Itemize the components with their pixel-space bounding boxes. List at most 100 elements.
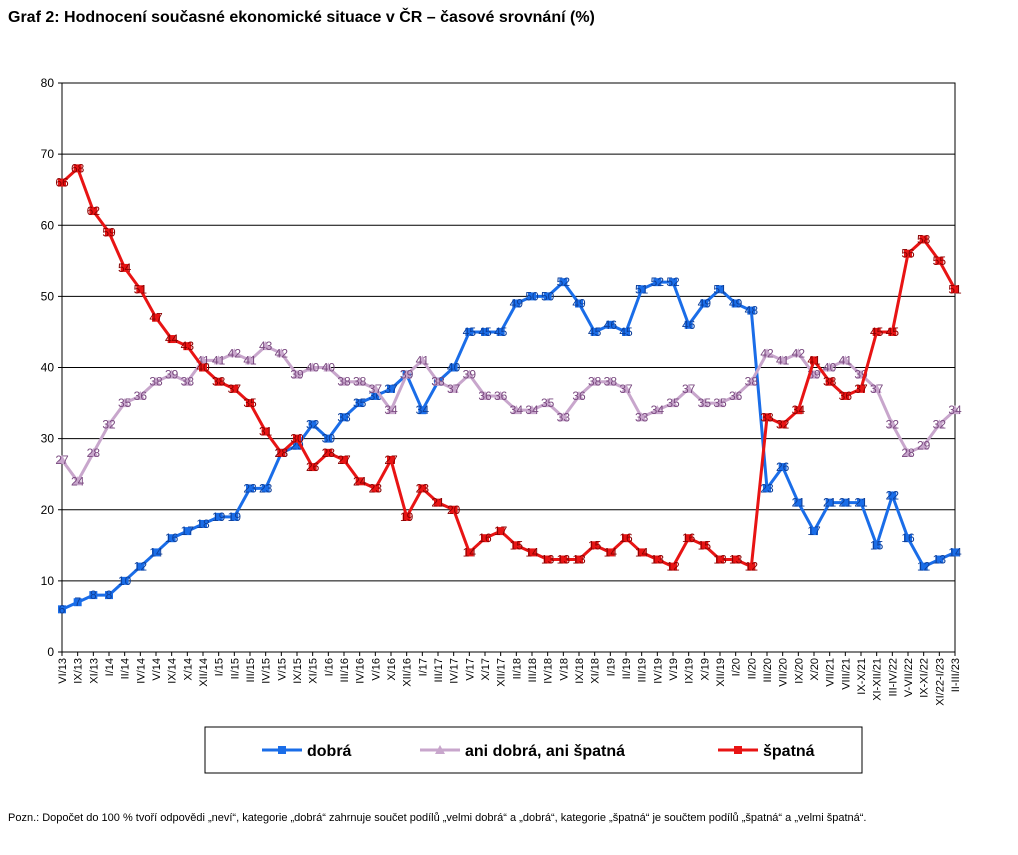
data-label: 38: [149, 375, 163, 389]
marker: [152, 313, 160, 322]
marker: [872, 327, 881, 336]
marker: [73, 598, 82, 607]
data-label: 17: [807, 524, 821, 538]
data-label: 41: [416, 353, 430, 367]
data-label: 56: [901, 247, 915, 261]
marker: [575, 299, 583, 308]
series-line: [60, 165, 957, 569]
data-label: 55: [933, 254, 947, 268]
marker: [668, 398, 678, 408]
data-label: 41: [243, 353, 257, 367]
data-label: 50: [541, 289, 555, 303]
marker: [120, 263, 129, 272]
marker: [435, 745, 445, 754]
data-label: 38: [337, 375, 351, 389]
data-label: 16: [619, 531, 633, 545]
x-tick-label: II/19: [621, 658, 633, 679]
x-tick-label: IV/17: [449, 658, 461, 684]
marker: [481, 327, 489, 336]
data-label: 36: [729, 389, 743, 403]
data-label: 51: [134, 282, 148, 296]
data-label: 32: [102, 417, 116, 431]
marker: [293, 434, 301, 443]
marker: [307, 362, 318, 372]
x-tick-label: XI-XII/21: [872, 658, 884, 701]
data-label: 39: [165, 368, 179, 382]
y-tick-label: 50: [41, 289, 55, 303]
marker: [135, 390, 146, 400]
legend-label: ani dobrá, ani špatná: [465, 743, 625, 760]
data-label: 16: [682, 531, 696, 545]
x-tick-label: XII/14: [198, 658, 210, 687]
marker: [794, 498, 803, 507]
marker: [371, 484, 380, 493]
data-label: 28: [87, 446, 101, 460]
x-tick-label: V-VII/22: [903, 658, 915, 697]
marker: [904, 534, 912, 543]
data-label: 41: [807, 353, 821, 367]
marker: [136, 285, 145, 294]
marker: [355, 399, 364, 408]
data-label: 45: [619, 325, 633, 339]
data-label: 34: [651, 403, 665, 417]
data-label: 37: [870, 382, 884, 396]
marker: [480, 390, 490, 400]
marker: [354, 376, 365, 386]
marker: [213, 355, 224, 365]
marker: [888, 327, 897, 336]
marker: [496, 327, 505, 336]
marker: [433, 376, 443, 386]
x-tick-label: V/15: [276, 658, 288, 681]
data-label: 40: [823, 361, 837, 375]
marker: [73, 164, 82, 173]
marker: [841, 391, 850, 400]
marker: [778, 463, 787, 472]
marker: [481, 534, 489, 543]
data-label: 35: [243, 396, 257, 410]
marker: [495, 390, 506, 400]
marker: [293, 441, 301, 450]
data-label: 34: [384, 403, 398, 417]
data-label: 45: [463, 325, 477, 339]
data-label: 23: [259, 481, 273, 495]
data-label: 17: [494, 524, 508, 538]
x-tick-label: VII/20: [778, 658, 790, 687]
data-label: 39: [400, 368, 414, 382]
x-tick-label: XI/18: [590, 658, 602, 684]
marker: [199, 519, 207, 528]
data-label: 51: [948, 282, 962, 296]
marker: [402, 512, 411, 521]
x-tick-label: IX/19: [684, 658, 696, 684]
marker: [716, 285, 724, 294]
data-label: 51: [713, 282, 727, 296]
data-label: 15: [698, 538, 712, 552]
x-tick-label: III-IV/22: [887, 658, 899, 697]
x-tick-label: X/16: [386, 658, 398, 681]
data-label: 50: [525, 289, 539, 303]
x-tick-label: V/14: [151, 658, 163, 681]
x-tick-label: XI/15: [308, 658, 320, 684]
marker: [622, 327, 630, 336]
data-label: 6: [59, 602, 66, 616]
data-label: 52: [557, 275, 571, 289]
x-tick-label: I/20: [731, 658, 743, 676]
marker: [857, 384, 865, 393]
marker: [700, 541, 709, 550]
marker: [152, 548, 160, 557]
data-label: 37: [228, 382, 242, 396]
series: 6788101214161718191923232829323033353637…: [58, 275, 962, 616]
marker: [669, 562, 677, 571]
marker: [89, 591, 98, 600]
data-label: 45: [588, 325, 602, 339]
data-label: 32: [933, 417, 947, 431]
data-label: 37: [369, 382, 383, 396]
marker: [512, 299, 521, 308]
marker: [308, 463, 317, 472]
data-label: 38: [745, 375, 759, 389]
marker: [276, 348, 287, 358]
y-tick-label: 30: [41, 432, 55, 446]
data-label: 58: [917, 232, 931, 246]
marker: [340, 413, 348, 422]
marker: [810, 527, 818, 536]
